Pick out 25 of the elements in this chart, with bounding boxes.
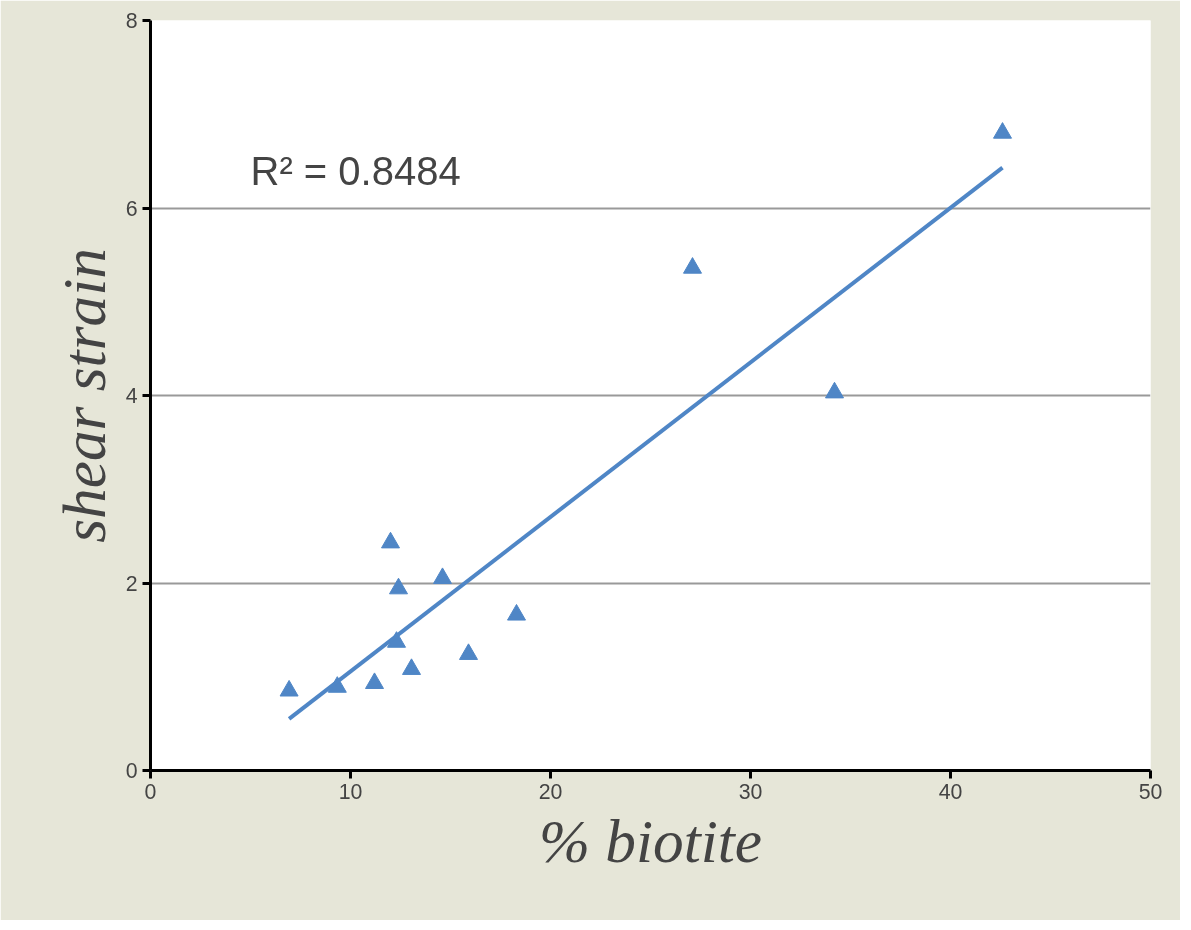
point — [279, 679, 299, 697]
point — [507, 603, 526, 621]
point — [825, 381, 844, 399]
y-axis-title: shear strain — [49, 248, 118, 543]
point — [993, 122, 1012, 139]
point — [402, 658, 421, 675]
point — [459, 643, 478, 660]
y-tick-label: 2 — [125, 571, 138, 596]
point — [381, 531, 400, 549]
y-tick-label: 8 — [125, 9, 138, 33]
point — [433, 567, 452, 585]
x-tick-label: 20 — [538, 779, 563, 804]
x-tick-label: 0 — [144, 779, 157, 804]
x-tick-label: 40 — [938, 779, 963, 804]
point — [365, 672, 384, 690]
y-tick-label: 0 — [125, 759, 138, 783]
annotation: R² = 0.8484 — [250, 148, 461, 193]
x-tick-label: 10 — [338, 779, 363, 804]
x-axis-title: % biotite — [538, 806, 763, 875]
x-tick-label: 30 — [738, 779, 763, 804]
point — [683, 257, 702, 274]
y-tick-label: 4 — [125, 384, 138, 408]
point — [389, 577, 408, 595]
y-tick-label: 6 — [125, 196, 138, 221]
x-tick-label: 50 — [1138, 779, 1163, 804]
